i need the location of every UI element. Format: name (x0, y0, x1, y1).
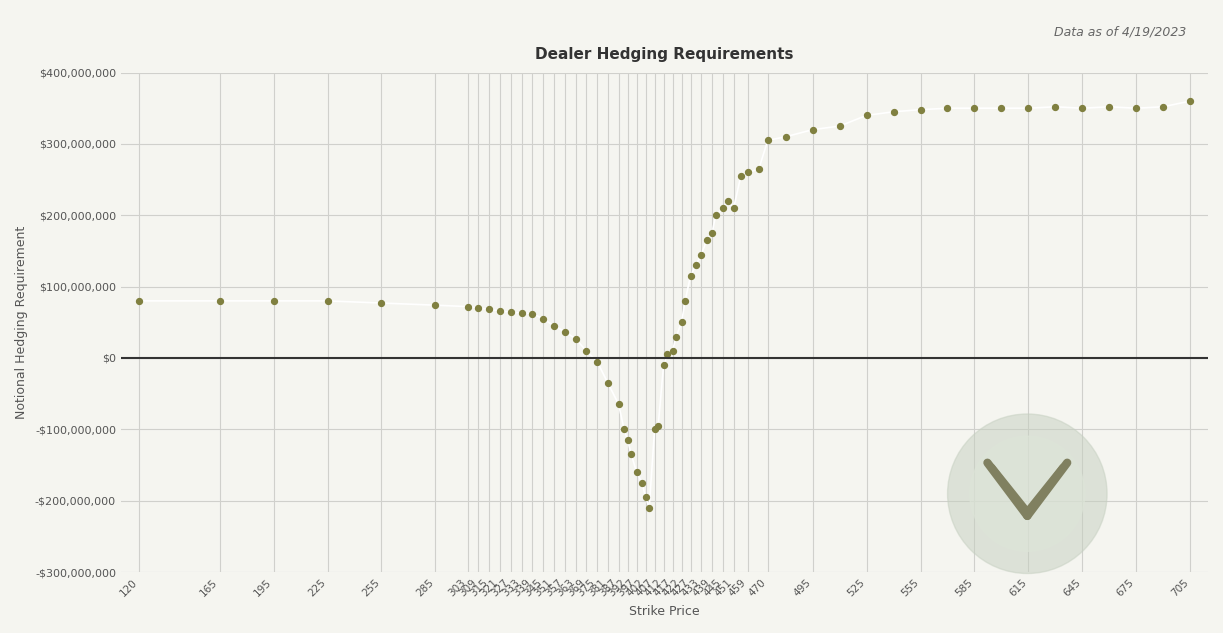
Point (636, 492, 656, 502)
Point (372, 298, 391, 308)
Point (576, 346, 596, 356)
Point (618, 435, 637, 445)
Point (130, 296, 149, 306)
Circle shape (948, 414, 1107, 573)
Point (490, 306, 510, 316)
Point (686, 260, 706, 270)
Point (1153, 102, 1173, 112)
Point (758, 135, 778, 146)
X-axis label: Strike Price: Strike Price (629, 605, 700, 618)
Point (884, 107, 904, 117)
Point (598, 378, 618, 388)
Point (479, 304, 499, 315)
Point (1046, 102, 1065, 112)
Point (697, 235, 717, 246)
Point (522, 309, 542, 319)
Point (544, 321, 564, 331)
Point (640, 503, 659, 513)
Point (857, 110, 877, 120)
Point (621, 449, 641, 460)
Point (681, 271, 701, 281)
Point (555, 327, 575, 337)
Point (1180, 96, 1200, 106)
Point (648, 421, 668, 431)
Point (566, 334, 586, 344)
Point (468, 303, 488, 313)
Point (938, 103, 958, 113)
Point (210, 296, 230, 306)
Point (614, 424, 634, 434)
Y-axis label: Notional Hedging Requirement: Notional Hedging Requirement (15, 226, 28, 419)
Point (702, 228, 722, 238)
Point (965, 103, 985, 113)
Point (992, 103, 1011, 113)
Point (658, 349, 678, 360)
Point (1099, 102, 1119, 112)
Point (911, 104, 931, 115)
Point (724, 203, 744, 213)
Point (775, 132, 795, 142)
Point (264, 296, 284, 306)
Point (667, 332, 686, 342)
Point (1019, 103, 1038, 113)
Point (533, 314, 553, 324)
Point (713, 203, 733, 213)
Point (739, 167, 758, 177)
Point (671, 317, 691, 327)
Point (501, 307, 521, 317)
Point (627, 467, 647, 477)
Point (512, 308, 532, 318)
Point (426, 300, 445, 310)
Point (675, 296, 695, 306)
Point (654, 360, 674, 370)
Text: Data as of 4/19/2023: Data as of 4/19/2023 (1054, 25, 1186, 39)
Title: Dealer Hedging Requirements: Dealer Hedging Requirements (536, 47, 794, 61)
Point (609, 399, 629, 410)
Point (318, 296, 338, 306)
Point (1126, 103, 1146, 113)
Point (718, 196, 737, 206)
Point (645, 424, 664, 434)
Point (804, 125, 823, 135)
Point (731, 171, 751, 181)
Point (663, 346, 682, 356)
Point (457, 301, 477, 311)
Point (587, 356, 607, 367)
Point (1073, 103, 1092, 113)
Point (748, 164, 768, 174)
Point (691, 249, 711, 260)
Point (706, 210, 725, 220)
Circle shape (970, 436, 1085, 551)
Point (830, 121, 850, 131)
Point (632, 478, 652, 488)
